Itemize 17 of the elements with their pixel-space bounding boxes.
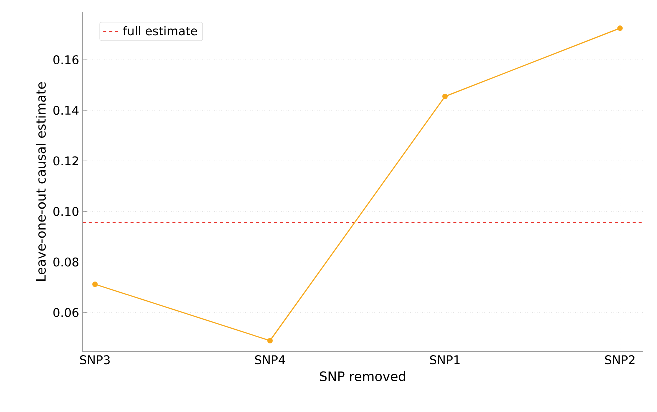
y-tick-label: 0.16 — [54, 56, 79, 65]
y-tick-label: 0.08 — [54, 258, 79, 267]
y-tick-label: 0.12 — [54, 156, 78, 166]
point — [618, 26, 623, 32]
point — [442, 94, 448, 100]
x-axis-title: SNP removed — [320, 371, 406, 382]
y-tick-label: 0.10 — [54, 207, 79, 216]
y-axis-title: Leave-one-out causal estimate — [36, 82, 46, 281]
point — [268, 338, 273, 344]
y-tick-label: 0.14 — [54, 106, 79, 116]
legend-label: full estimate — [123, 26, 198, 36]
point — [92, 282, 98, 288]
y-tick-label: 0.06 — [54, 308, 79, 318]
x-tick-label: SNP3 — [80, 356, 110, 365]
x-tick-label: SNP4 — [255, 356, 286, 365]
x-tick-label: SNP2 — [605, 356, 635, 365]
x-tick-label: SNP1 — [430, 356, 460, 365]
